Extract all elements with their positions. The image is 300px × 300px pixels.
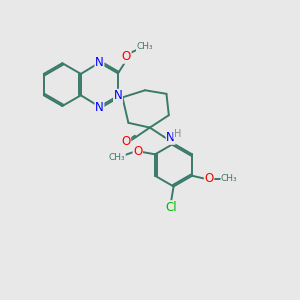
Text: O: O bbox=[122, 135, 131, 148]
Text: CH₃: CH₃ bbox=[221, 174, 238, 183]
Text: N: N bbox=[166, 131, 175, 144]
Text: H: H bbox=[174, 128, 181, 139]
Text: O: O bbox=[133, 145, 142, 158]
Text: N: N bbox=[114, 89, 122, 102]
Text: N: N bbox=[95, 101, 104, 114]
Text: N: N bbox=[95, 56, 104, 68]
Text: CH₃: CH₃ bbox=[109, 153, 125, 162]
Text: CH₃: CH₃ bbox=[136, 42, 153, 51]
Text: O: O bbox=[122, 50, 131, 63]
Text: Cl: Cl bbox=[165, 201, 177, 214]
Text: O: O bbox=[204, 172, 214, 185]
